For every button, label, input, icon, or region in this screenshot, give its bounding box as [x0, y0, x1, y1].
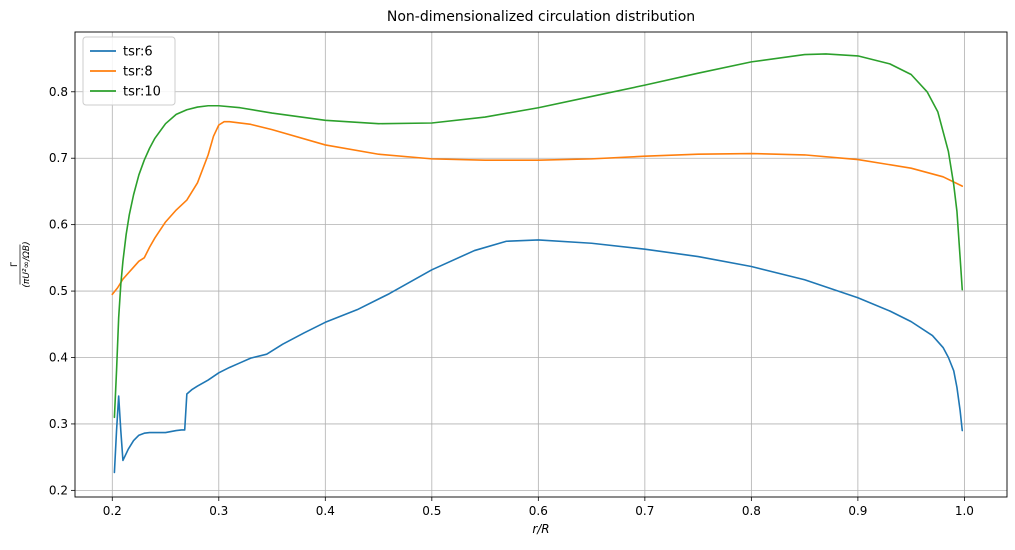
x-tick-label: 0.9 — [848, 504, 867, 518]
legend-label: tsr:8 — [123, 65, 153, 80]
y-axis-label-numerator: Γ — [10, 262, 20, 267]
x-tick-label: 0.3 — [209, 504, 228, 518]
legend-label: tsr:6 — [123, 45, 153, 60]
y-axis-label: Γ (πU²∞/ΩB) — [10, 241, 32, 287]
y-tick-label: 0.6 — [49, 218, 68, 232]
x-tick-label: 0.8 — [742, 504, 761, 518]
series-line-2 — [111, 120, 964, 296]
y-tick-label: 0.4 — [49, 351, 68, 365]
legend-label: tsr:10 — [123, 85, 161, 100]
chart-title: Non-dimensionalized circulation distribu… — [387, 9, 695, 25]
x-axis-label: r/R — [532, 522, 549, 536]
legend-box — [82, 36, 176, 106]
y-tick-label: 0.2 — [49, 483, 68, 497]
plot-frame — [74, 31, 1008, 498]
x-tick-label: 0.4 — [316, 504, 335, 518]
y-tick-label: 0.3 — [49, 417, 68, 431]
series-line-3 — [113, 53, 964, 419]
series-group — [111, 53, 964, 474]
axis-ticks: 0.2 0.3 0.4 0.5 0.6 0.7 0.8 0.9 1.0 0.2 0.3 0.4 0.5 0… — [49, 85, 974, 518]
x-tick-label: 0.2 — [103, 504, 122, 518]
x-tick-label: 0.5 — [422, 504, 441, 518]
series-line-1 — [113, 239, 964, 474]
y-tick-label: 0.7 — [49, 151, 68, 165]
y-tick-label: 0.5 — [49, 284, 68, 298]
grid — [75, 32, 1007, 497]
x-tick-label: 1.0 — [955, 504, 974, 518]
y-axis-label-denominator: (πU²∞/ΩB) — [22, 241, 32, 287]
x-tick-label: 0.6 — [529, 504, 548, 518]
x-tick-label: 0.7 — [635, 504, 654, 518]
y-tick-label: 0.8 — [49, 85, 68, 99]
legend: tsr:6 tsr:8 tsr:10 — [82, 36, 176, 106]
